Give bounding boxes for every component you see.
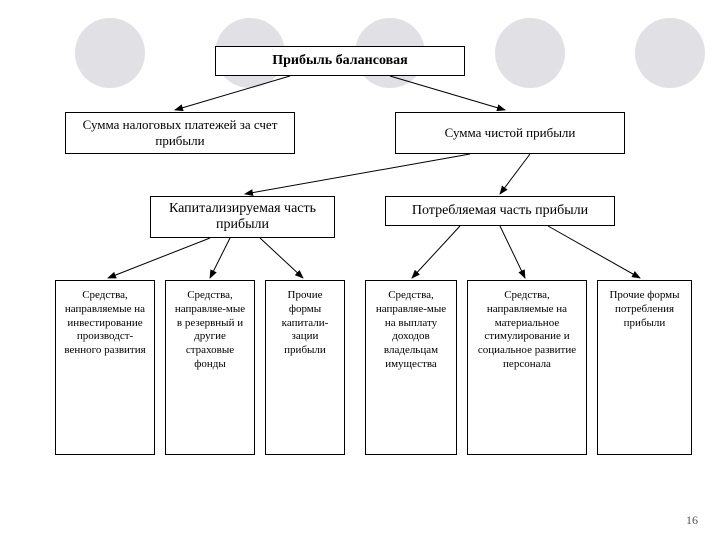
node-label: Капитализируемая часть прибыли — [157, 201, 328, 233]
page-number: 16 — [686, 513, 698, 528]
leaf-personnel: Средства, направляемые на материальное с… — [467, 280, 587, 455]
bg-circle — [495, 18, 565, 88]
node-top: Прибыль балансовая — [215, 46, 465, 76]
node-label: Сумма налоговых платежей за счет прибыли — [72, 117, 288, 149]
leaf-other-cap: Прочие формы капитали-зации прибыли — [265, 280, 345, 455]
node-label: Прибыль балансовая — [272, 53, 407, 69]
node-consumed: Потребляемая часть прибыли — [385, 196, 615, 226]
leaf-owner-income: Средства, направляе-мые на выплату доход… — [365, 280, 457, 455]
node-label: Средства, направляе-мые на выплату доход… — [372, 289, 450, 372]
node-label: Средства, направляе-мые в резервный и др… — [172, 289, 248, 372]
node-net-profit: Сумма чистой прибыли — [395, 112, 625, 154]
node-capitalized: Капитализируемая часть прибыли — [150, 196, 335, 238]
node-label: Прочие формы потребления прибыли — [604, 289, 685, 330]
bg-circle — [635, 18, 705, 88]
bg-circle — [75, 18, 145, 88]
node-tax-sum: Сумма налоговых платежей за счет прибыли — [65, 112, 295, 154]
node-label: Прочие формы капитали-зации прибыли — [272, 289, 338, 358]
leaf-invest: Средства, направляемые на инвестирование… — [55, 280, 155, 455]
node-label: Сумма чистой прибыли — [445, 125, 576, 141]
node-label: Средства, направляемые на материальное с… — [474, 289, 580, 372]
node-label: Средства, направляемые на инвестирование… — [62, 289, 148, 358]
node-label: Потребляемая часть прибыли — [412, 203, 588, 219]
leaf-reserve: Средства, направляе-мые в резервный и др… — [165, 280, 255, 455]
leaf-other-cons: Прочие формы потребления прибыли — [597, 280, 692, 455]
